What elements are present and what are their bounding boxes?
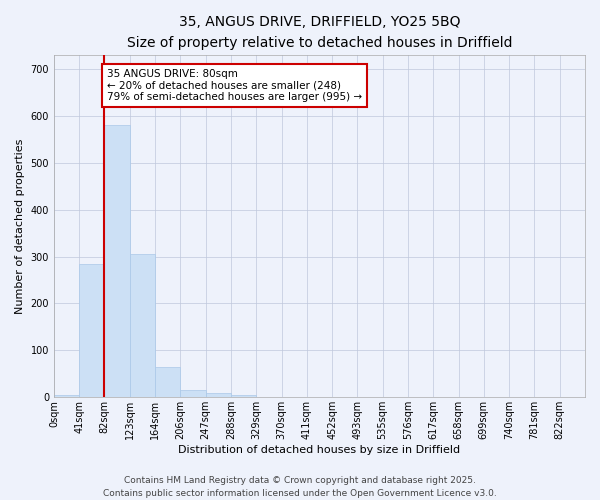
Bar: [181, 390, 206, 398]
Title: 35, ANGUS DRIVE, DRIFFIELD, YO25 5BQ
Size of property relative to detached house: 35, ANGUS DRIVE, DRIFFIELD, YO25 5BQ Siz…: [127, 15, 512, 50]
Bar: [79, 264, 104, 398]
Bar: [54, 395, 79, 398]
Bar: [155, 367, 181, 398]
Text: Contains HM Land Registry data © Crown copyright and database right 2025.
Contai: Contains HM Land Registry data © Crown c…: [103, 476, 497, 498]
Y-axis label: Number of detached properties: Number of detached properties: [15, 138, 25, 314]
Bar: [206, 392, 231, 398]
X-axis label: Distribution of detached houses by size in Driffield: Distribution of detached houses by size …: [178, 445, 461, 455]
Text: 35 ANGUS DRIVE: 80sqm
← 20% of detached houses are smaller (248)
79% of semi-det: 35 ANGUS DRIVE: 80sqm ← 20% of detached …: [107, 69, 362, 102]
Bar: [130, 254, 155, 398]
Bar: [104, 126, 130, 398]
Bar: [231, 395, 256, 398]
